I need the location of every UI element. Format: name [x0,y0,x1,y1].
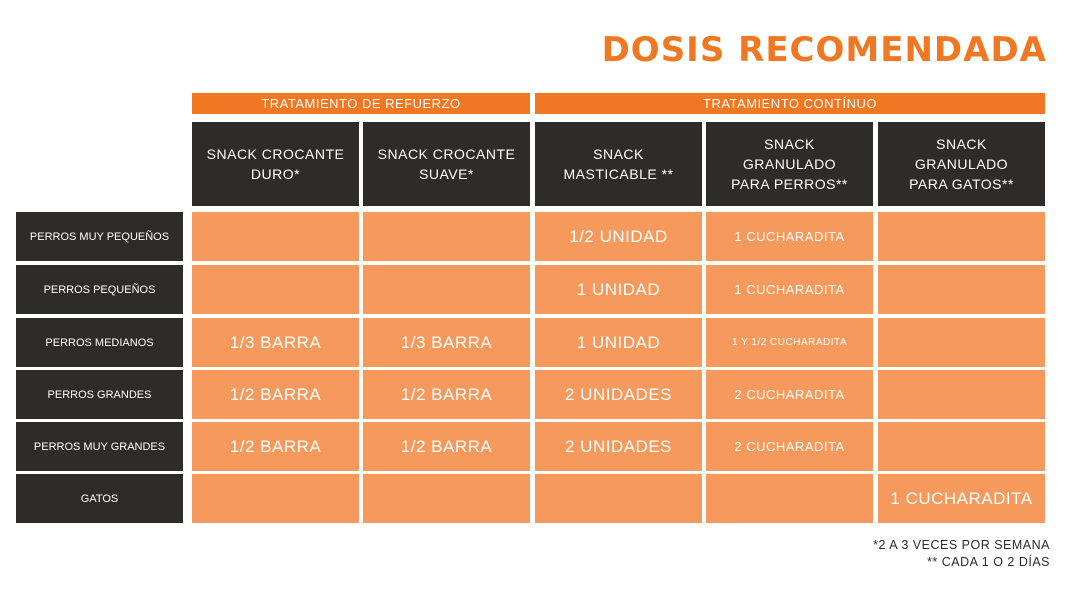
table-cell [192,265,359,314]
table-cell: 1/2 BARRA [363,422,530,471]
row-header: PERROS GRANDES [16,370,183,419]
row-header: GATOS [16,474,183,523]
column-header-granulado-perros: SNACK GRANULADO PARA PERROS** [706,122,873,206]
table-cell: 2 CUCHARADITA [706,422,873,471]
table-cell: 1 UNIDAD [535,318,702,367]
column-header-crocante-suave: SNACK CROCANTE SUAVE* [363,122,530,206]
table-cell [535,474,702,523]
table-cell: 1 Y 1/2 CUCHARADITA [706,318,873,367]
table-cell: 2 CUCHARADITA [706,370,873,419]
table-cell: 1 UNIDAD [535,265,702,314]
column-header-granulado-gatos: SNACK GRANULADO PARA GATOS** [878,122,1045,206]
table-cell: 1/2 BARRA [192,422,359,471]
row-header: PERROS MUY GRANDES [16,422,183,471]
table-cell: 1/2 BARRA [192,370,359,419]
table-cell [878,318,1045,367]
table-cell [192,212,359,261]
table-cell: 1 CUCHARADITA [706,265,873,314]
table-cell: 1 CUCHARADITA [706,212,873,261]
table-cell: 1 CUCHARADITA [878,474,1045,523]
group-header-continuo: TRATAMIENTO CONTÍNUO [535,93,1045,114]
table-cell [706,474,873,523]
table-cell: 1/3 BARRA [363,318,530,367]
group-header-refuerzo: TRATAMIENTO DE REFUERZO [192,93,530,114]
table-cell [363,212,530,261]
table-cell [878,370,1045,419]
row-header: PERROS MUY PEQUEÑOS [16,212,183,261]
table-cell [878,265,1045,314]
table-cell [878,212,1045,261]
page-title: DOSIS RECOMENDADA [601,30,1047,70]
table-cell [363,474,530,523]
table-cell: 2 UNIDADES [535,370,702,419]
table-cell: 2 UNIDADES [535,422,702,471]
footnote-2: ** CADA 1 O 2 DÍAS [927,555,1050,569]
table-cell: 1/2 BARRA [363,370,530,419]
footnote-1: *2 A 3 VECES POR SEMANA [873,538,1050,552]
table-cell [878,422,1045,471]
table-cell [363,265,530,314]
table-cell: 1/2 UNIDAD [535,212,702,261]
table-cell: 1/3 BARRA [192,318,359,367]
column-header-crocante-duro: SNACK CROCANTE DURO* [192,122,359,206]
table-cell [192,474,359,523]
row-header: PERROS PEQUEÑOS [16,265,183,314]
column-header-masticable: SNACK MASTICABLE ** [535,122,702,206]
row-header: PERROS MEDIANOS [16,318,183,367]
